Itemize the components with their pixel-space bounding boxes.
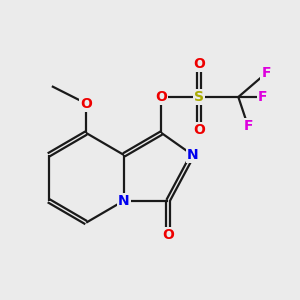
Text: O: O xyxy=(162,228,174,242)
Text: O: O xyxy=(193,57,205,71)
Text: F: F xyxy=(243,119,253,134)
Text: N: N xyxy=(118,194,130,208)
Text: F: F xyxy=(261,66,271,80)
Text: O: O xyxy=(155,90,167,104)
Text: F: F xyxy=(258,90,268,104)
Text: O: O xyxy=(80,97,92,110)
Text: O: O xyxy=(193,123,205,137)
Text: N: N xyxy=(187,148,198,162)
Text: S: S xyxy=(194,90,204,104)
